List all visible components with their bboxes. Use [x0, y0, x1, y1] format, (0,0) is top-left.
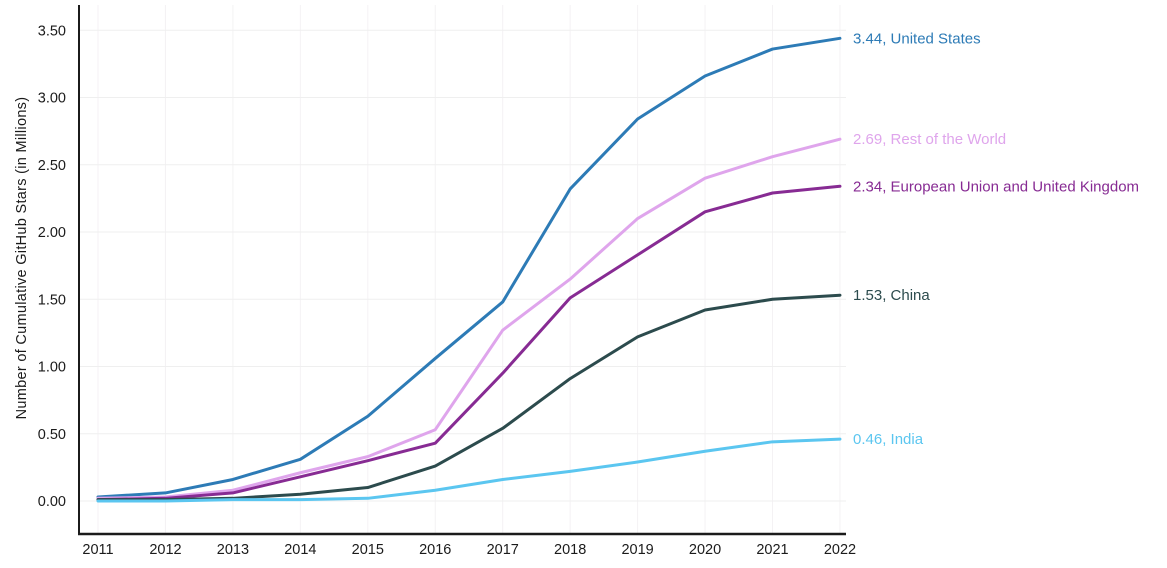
- x-tick-label: 2016: [419, 542, 451, 558]
- series-line-china: [96, 293, 842, 502]
- series-line-rest-of-the-world: [96, 137, 842, 500]
- y-axis-title: Number of Cumulative GitHub Stars (in Mi…: [14, 97, 30, 420]
- series-line-india: [96, 437, 842, 503]
- x-tick-label: 2017: [487, 542, 519, 558]
- y-tick-label: 0.50: [38, 427, 66, 443]
- x-tick-label: 2020: [689, 542, 721, 558]
- series-end-label-european-union-and-united-kingdom: 2.34, European Union and United Kingdom: [853, 178, 1139, 195]
- series-end-label-united-states: 3.44, United States: [853, 30, 981, 47]
- x-tick-label: 2021: [756, 542, 788, 558]
- series-end-label-china: 1.53, China: [853, 287, 930, 304]
- gridlines: [79, 5, 846, 534]
- y-tick-label: 3.00: [38, 91, 66, 107]
- series-end-label-rest-of-the-world: 2.69, Rest of the World: [853, 131, 1006, 148]
- y-tick-label: 2.50: [38, 158, 66, 174]
- axis-tick-labels: 0.00 0.50 1.00 1.50 2.00 2.50 3.00 3.50 2011 2012…: [38, 23, 1139, 558]
- series-line-european-union-and-united-kingdom: [96, 184, 842, 502]
- y-tick-label: 0.00: [38, 494, 66, 510]
- x-tick-label: 2014: [284, 542, 316, 558]
- x-tick-label: 2019: [621, 542, 653, 558]
- x-tick-label: 2011: [82, 542, 113, 558]
- x-tick-label: 2022: [824, 542, 856, 558]
- x-tick-label: 2015: [352, 542, 384, 558]
- series-end-label-india: 0.46, India: [853, 431, 924, 448]
- x-tick-label: 2013: [217, 542, 249, 558]
- y-tick-label: 1.00: [38, 360, 66, 376]
- axes: [78, 5, 846, 536]
- y-tick-label: 3.50: [38, 23, 66, 39]
- y-tick-label: 2.00: [38, 225, 66, 241]
- x-tick-label: 2018: [554, 542, 586, 558]
- series-line-united-states: [96, 36, 842, 499]
- x-tick-label: 2012: [149, 542, 181, 558]
- y-tick-label: 1.50: [38, 292, 66, 308]
- series-lines: [96, 36, 842, 503]
